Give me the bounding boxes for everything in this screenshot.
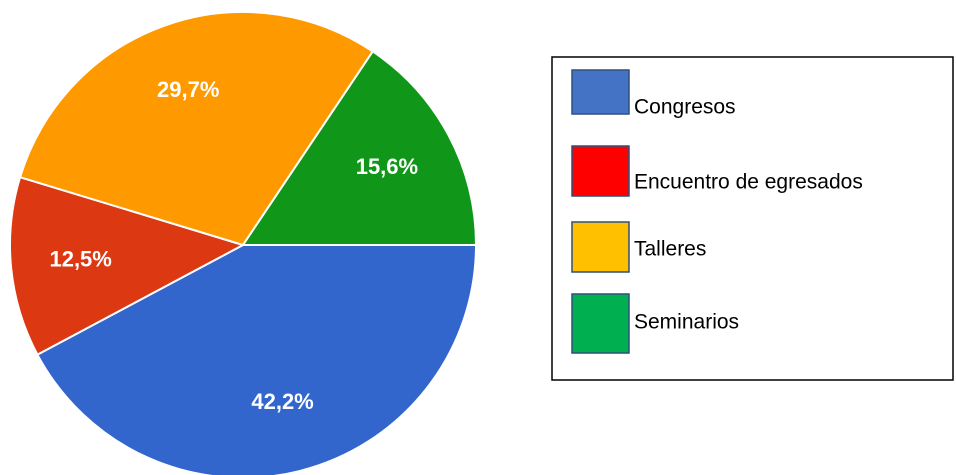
data-label: 29,7% — [157, 77, 219, 102]
pie-slice — [9, 175, 246, 357]
legend-swatch — [571, 145, 630, 197]
pie-slice — [18, 11, 375, 247]
legend-label: Encuentro de egresados — [634, 171, 863, 194]
data-label: 12,5% — [49, 247, 111, 272]
legend-label: Talleres — [634, 238, 706, 261]
legend-swatch — [571, 221, 630, 273]
data-label: 15,6% — [356, 154, 418, 179]
legend-swatch — [571, 69, 630, 115]
data-label: 42,2% — [251, 389, 313, 414]
pie-slice — [241, 50, 478, 246]
legend-swatch — [571, 293, 630, 354]
legend-label: Congresos — [634, 96, 736, 119]
pie-slice — [36, 244, 478, 475]
legend-label: Seminarios — [634, 311, 739, 334]
